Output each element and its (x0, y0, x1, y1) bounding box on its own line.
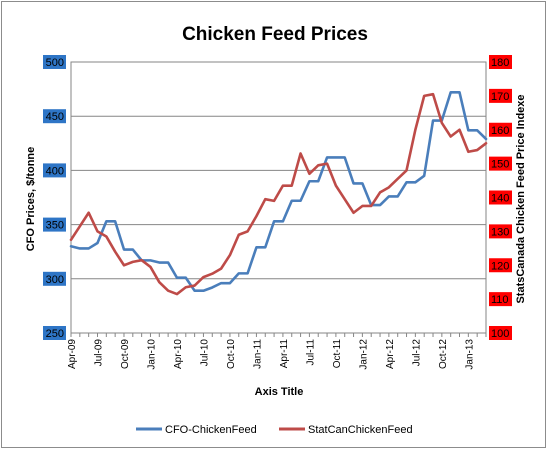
right-tick-bg (489, 55, 512, 69)
x-tick-label: Jul-10 (199, 339, 210, 367)
left-axis-title: CFO Prices, $/tonne (25, 147, 37, 252)
plot-area (70, 61, 487, 334)
right-tick-label: 140 (491, 193, 509, 205)
left-tick-label: 250 (46, 328, 64, 340)
x-tick-label: Apr-11 (279, 339, 290, 369)
left-tick-label: 400 (46, 165, 64, 177)
right-tick-label: 160 (491, 125, 509, 137)
x-tick-label: Apr-12 (385, 339, 396, 369)
series-lines (69, 91, 488, 296)
legend-label-cfo: CFO-ChickenFeed (165, 424, 257, 436)
right-tick-bg (489, 122, 512, 137)
left-tick-bg (43, 217, 66, 232)
legend: CFO-ChickenFeed StatCanChickenFeed (136, 424, 413, 436)
legend-label-statcan: StatCanChickenFeed (308, 424, 413, 436)
x-tick-label: Jan-12 (358, 339, 369, 370)
left-tick-bg (43, 109, 66, 124)
right-axis-ticks: 100 110 120 130 140 150 160 170 180 (489, 55, 512, 340)
x-tick-label: Jan-10 (146, 339, 157, 370)
right-tick-bg (489, 156, 512, 171)
left-tick-bg (43, 163, 66, 178)
right-tick-label: 180 (491, 57, 509, 69)
series-line-statcan (69, 92, 488, 296)
left-tick-label: 500 (46, 57, 64, 69)
chart-title: Chicken Feed Prices (182, 24, 368, 45)
right-tick-label: 150 (491, 159, 509, 171)
x-tick-label: Jul-11 (305, 339, 316, 366)
x-tick-label: Oct-11 (332, 339, 343, 369)
x-tick-label: Oct-10 (226, 339, 237, 369)
right-tick-label: 110 (491, 294, 509, 306)
left-tick-label: 350 (46, 220, 64, 232)
right-tick-label: 130 (491, 226, 509, 238)
x-tick-label: Jul-09 (93, 339, 104, 367)
left-axis-ticks: 250 300 350 400 450 500 (43, 55, 66, 340)
x-axis-title: Axis Title (255, 386, 304, 398)
x-tick-label: Apr-10 (173, 339, 184, 369)
series-line-cfo (69, 91, 488, 293)
right-tick-label: 170 (491, 91, 509, 103)
x-tick-label: Jan-11 (252, 339, 263, 369)
right-tick-label: 120 (491, 260, 509, 272)
left-tick-label: 450 (46, 111, 64, 123)
x-tick-label: Oct-09 (120, 339, 131, 369)
x-tick-label: Apr-09 (67, 339, 78, 369)
right-axis-title: StatsCanada Chicken Feed Price Indexe (515, 94, 527, 303)
right-tick-label: 100 (491, 328, 509, 340)
x-axis-ticks: Apr-09 Jul-09 Oct-09 Jan-10 Apr-10 Jul-10 Oct-… (67, 333, 487, 370)
right-tick-bg (489, 190, 512, 205)
right-tick-bg (489, 292, 512, 307)
left-tick-bg (43, 271, 66, 286)
right-tick-bg (489, 88, 512, 103)
right-tick-bg (489, 326, 512, 340)
x-tick-label: Jul-12 (411, 339, 422, 367)
left-tick-label: 300 (46, 274, 64, 286)
x-tick-label: Oct-12 (438, 339, 449, 369)
right-tick-bg (489, 224, 512, 239)
left-tick-bg (43, 326, 66, 340)
right-tick-bg (489, 258, 512, 273)
x-tick-label: Jan-13 (464, 339, 475, 370)
left-tick-bg (43, 55, 66, 69)
